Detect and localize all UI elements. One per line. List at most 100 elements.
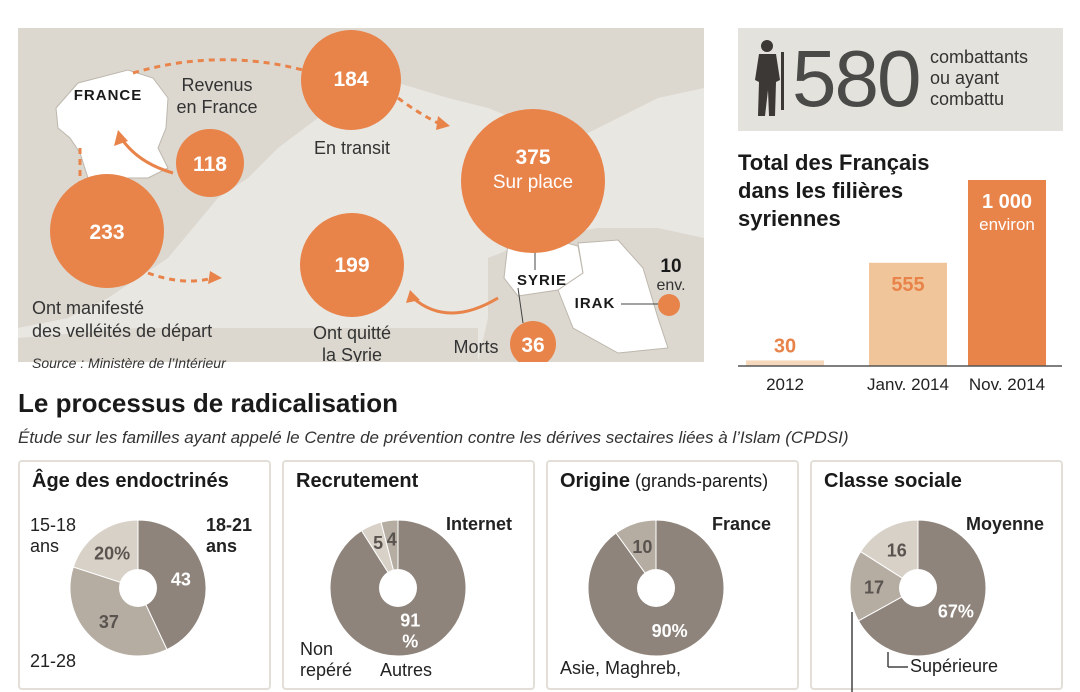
card-title: Âge des endoctrinés [32, 470, 229, 492]
pie-slice-label: 4 [387, 529, 397, 549]
value-transit: 184 [333, 68, 368, 91]
pie-slice [69, 566, 168, 657]
arrow-head [114, 130, 128, 146]
label-irak: IRAK [575, 295, 616, 312]
label-asie-maghreb: Asie, Maghreb, [560, 658, 682, 678]
map-source: Source : Ministère de l’Intérieur [32, 355, 226, 371]
caption-surplace: Sur place [493, 172, 573, 193]
caption-quitte: Ont quitté la Syrie [313, 323, 391, 362]
label-superieure: Supérieure [910, 656, 999, 676]
bar-value-label-0: 30 [774, 335, 796, 357]
map-graphic: 118 184 233 375 Sur place 199 36 10 env.… [18, 28, 704, 362]
label-18-21: 18-21 ans [206, 515, 253, 556]
pie-slice-label: 16 [887, 540, 907, 560]
label-21-28: 21-28 [30, 651, 77, 671]
label-france: France [712, 514, 772, 534]
card-recrutement: Recrutement Internet Non repéré Autres 9… [282, 460, 535, 690]
arrow-head [208, 271, 222, 284]
leader-lines [851, 612, 908, 692]
map-land-africa [18, 328, 478, 362]
value-velleites: 233 [89, 221, 124, 244]
value-quitte: 199 [334, 254, 369, 277]
section-title: Le processus de radicalisation [18, 388, 399, 418]
caption-morts: Morts [454, 337, 499, 357]
label-syrie: SYRIE [517, 272, 567, 289]
bar-chart: 30 2012 555 Janv. 2014 1 000 environ Nov. 2014 [738, 180, 1062, 394]
map-land [18, 28, 704, 328]
donut-hole [637, 569, 675, 607]
label-moyenne: Moyenne [966, 514, 1045, 534]
bubble-revenus [176, 129, 244, 197]
value-revenus: 118 [193, 153, 227, 176]
value-irak: 10 [660, 256, 681, 277]
caption-irak: env. [656, 277, 685, 294]
summary-box [738, 28, 1063, 131]
arrow-velleites-out [147, 271, 214, 283]
bar-value-label-1: 555 [891, 274, 924, 296]
summary-count: 580 [792, 34, 921, 123]
pie-slice-label: 91% [400, 610, 420, 651]
value-morts: 36 [521, 334, 544, 357]
pie-slice-label: 17 [864, 578, 884, 598]
pie-slice-label: 90% [652, 621, 688, 641]
caption-revenus: Revenus en France [176, 75, 257, 117]
arrow-head [406, 290, 420, 303]
bar-chart-title: Total des Français dans les filières syr… [738, 150, 930, 231]
pie-recrutement: 91 % 5 4 [329, 519, 467, 657]
card-classe: Classe sociale Moyenne Supérieure 67% 17 1… [810, 460, 1063, 692]
soldier-icon [755, 40, 784, 116]
pie-slice-label: 37 [99, 612, 119, 632]
donut-hole [899, 569, 937, 607]
card-title: Recrutement [296, 470, 419, 492]
bar-0 [746, 360, 824, 366]
bubble-surplace [461, 109, 605, 253]
label-internet: Internet [446, 514, 513, 534]
card-origine: Origine (grands-parents) France Asie, Ma… [546, 460, 799, 690]
bar-2 [968, 180, 1046, 366]
arrow-transit-syria [397, 96, 439, 125]
iraq-shape [557, 239, 669, 354]
bar-category-label-2: Nov. 2014 [969, 375, 1045, 394]
card-age: Âge des endoctrinés 15-18 ans 18-21 ans … [18, 460, 271, 690]
pie-origine: 90% 10 [587, 519, 725, 657]
donut-hole [379, 569, 417, 607]
pie-slice-label: 67% [938, 601, 974, 621]
pie-slice [137, 519, 207, 651]
caption-transit: En transit [314, 138, 390, 158]
bubble-irak [658, 294, 680, 316]
pie-slice [849, 550, 919, 622]
bar-category-label-0: 2012 [766, 375, 804, 394]
label-france: FRANCE [74, 87, 143, 104]
card-title: Classe sociale [824, 470, 962, 492]
arrow-head [436, 116, 450, 130]
pie-slice-label: 43 [171, 569, 191, 589]
pie-slice-label: 20% [94, 543, 130, 563]
caption-velleites: Ont manifesté des velléités de départ [32, 298, 212, 341]
card-title: Origine (grands-parents) [560, 470, 769, 492]
summary-caption: combattants ou ayant combattu [930, 47, 1029, 109]
donut-hole [119, 569, 157, 607]
bar-category-label-1: Janv. 2014 [867, 375, 949, 394]
label-autres: Autres [380, 660, 433, 680]
bubble-quitte [300, 213, 404, 317]
bubble-morts [510, 321, 556, 362]
bubble-transit [301, 30, 401, 130]
pie-slice-label: 5 [373, 533, 383, 553]
value-surplace: 375 [515, 146, 550, 169]
migration-map: 118 184 233 375 Sur place 199 36 10 env.… [18, 28, 704, 362]
pie-slice-label: 10 [632, 537, 652, 557]
label-15-18: 15-18 ans [30, 515, 77, 556]
pie-slice [72, 519, 139, 589]
bar-1 [869, 262, 947, 366]
pie-slice [615, 519, 657, 590]
pie-slice [859, 519, 919, 589]
morts-leader [517, 287, 524, 324]
bar-value-label-2: 1 000 [982, 191, 1032, 213]
arrow-quitte [412, 296, 499, 315]
bar-value-sublabel-2: environ [979, 215, 1035, 234]
arrow-revenus [119, 137, 174, 175]
section-subtitle: Étude sur les familles ayant appelé le C… [18, 428, 849, 447]
pie-age: 43 37 20% [69, 519, 207, 657]
bubble-velleites [50, 174, 164, 288]
